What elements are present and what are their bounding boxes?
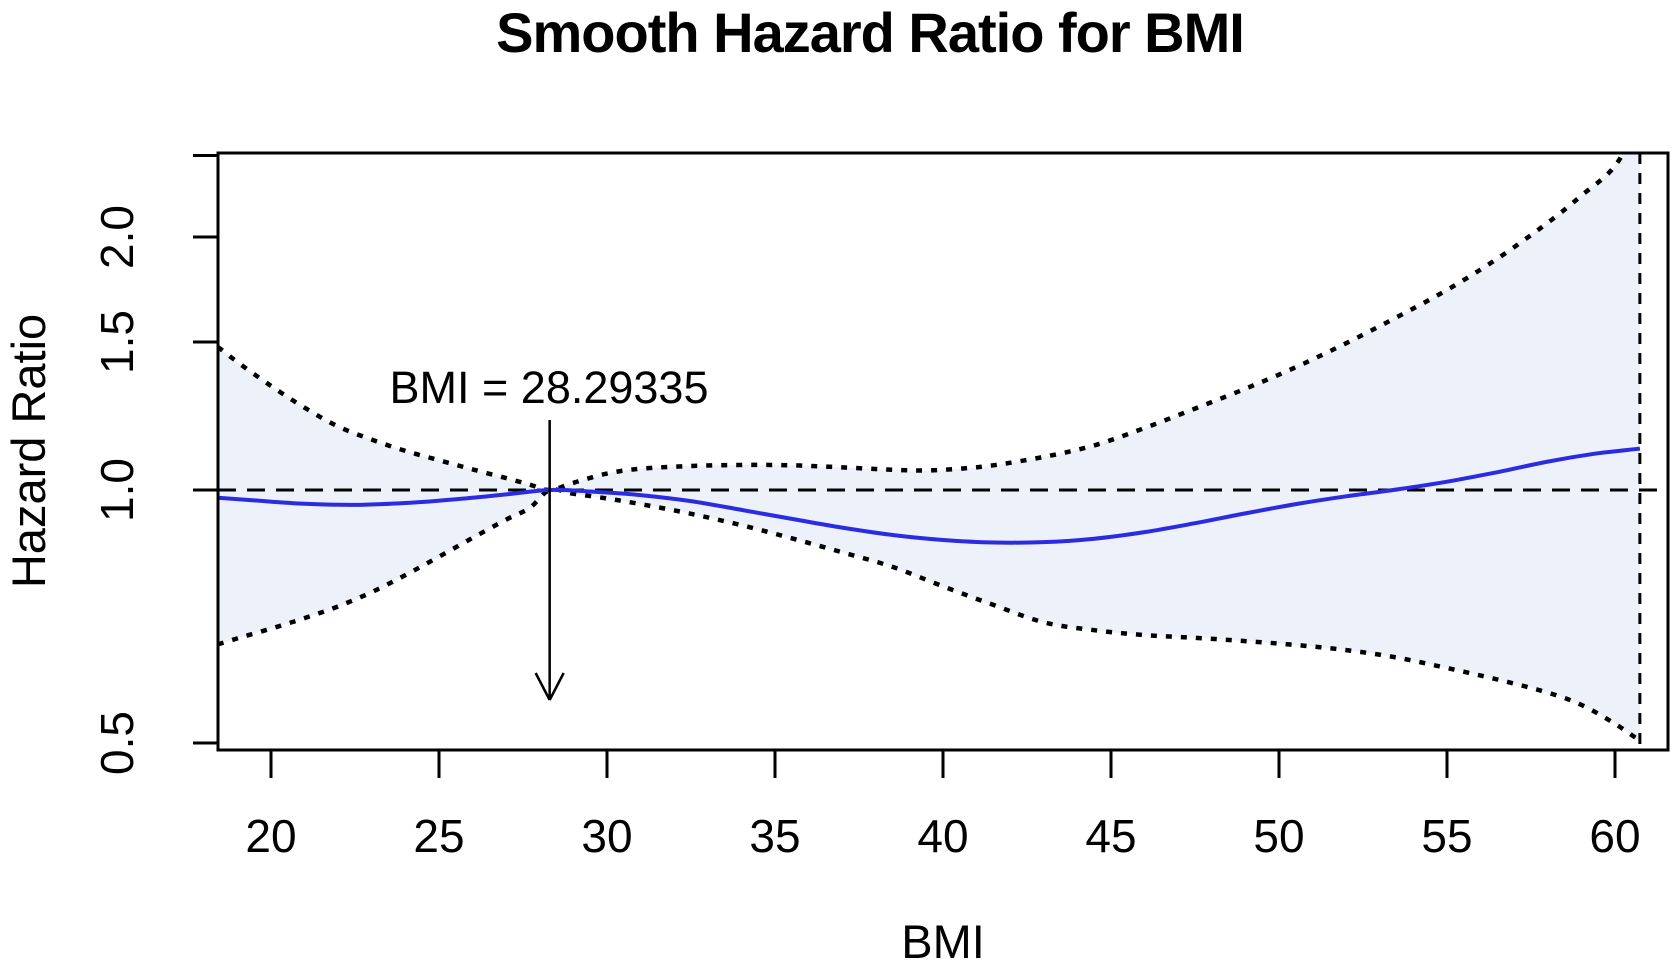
y-axis-label: Hazard Ratio xyxy=(2,314,55,588)
axes: 20 25 30 35 40 45 50 55 60 0.5 1.0 1.5 2.0 xyxy=(91,151,1670,862)
reference-lines xyxy=(218,153,1668,750)
x-axis-label: BMI xyxy=(901,915,985,968)
arrow-head-right xyxy=(548,672,565,701)
x-tick-label: 50 xyxy=(1253,810,1304,862)
upper-ci-dotted-curve xyxy=(218,153,1626,493)
ci-fill-region xyxy=(218,153,1640,741)
x-tick-label: 60 xyxy=(1589,810,1640,862)
x-tick-label: 25 xyxy=(413,810,464,862)
lower-ci-dotted-curve xyxy=(218,487,1642,743)
y-tick-label: 1.0 xyxy=(91,458,143,522)
x-tick-label: 55 xyxy=(1421,810,1472,862)
y-tick-label: 1.5 xyxy=(91,310,143,374)
x-tick-label: 40 xyxy=(917,810,968,862)
x-tick-label: 45 xyxy=(1085,810,1136,862)
reference-annotation: BMI = 28.29335 xyxy=(390,362,709,413)
reference-arrow xyxy=(534,420,565,701)
x-tick-label: 30 xyxy=(581,810,632,862)
chart-title: Smooth Hazard Ratio for BMI xyxy=(496,1,1244,64)
hazard-ratio-curve xyxy=(218,446,1641,545)
ci-fill-polygon xyxy=(218,153,1640,741)
curves xyxy=(218,153,1642,743)
arrow-head-left xyxy=(534,672,551,701)
x-tick-label: 35 xyxy=(749,810,800,862)
y-tick-label: 2.0 xyxy=(91,205,143,269)
x-tick-label: 20 xyxy=(245,810,296,862)
y-tick-label: 0.5 xyxy=(91,711,143,775)
